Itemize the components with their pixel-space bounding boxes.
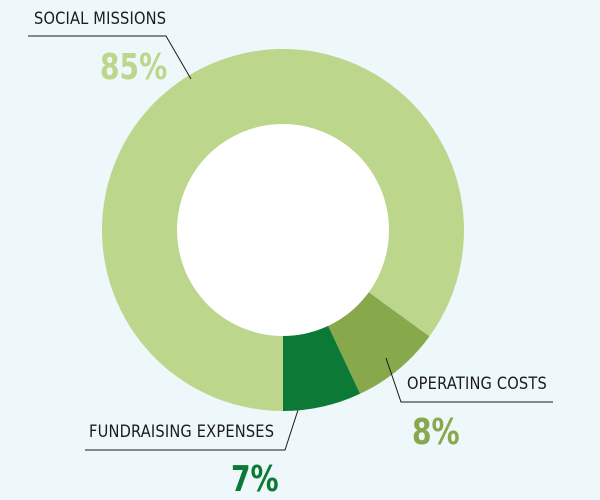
slice-label-operating-costs: OPERATING COSTS — [407, 374, 547, 394]
slice-value-social-missions: 85% — [100, 47, 168, 88]
donut-hole — [177, 124, 389, 336]
leader-line-social-missions — [28, 35, 192, 80]
leader-line-fundraising-expenses — [85, 409, 299, 451]
slice-value-operating-costs: 8% — [412, 412, 460, 453]
slice-label-social-missions: SOCIAL MISSIONS — [34, 9, 167, 29]
leader-line-operating-costs — [385, 357, 553, 403]
slice-value-fundraising-expenses: 7% — [231, 459, 279, 500]
slice-label-fundraising-expenses: FUNDRAISING EXPENSES — [89, 422, 275, 442]
